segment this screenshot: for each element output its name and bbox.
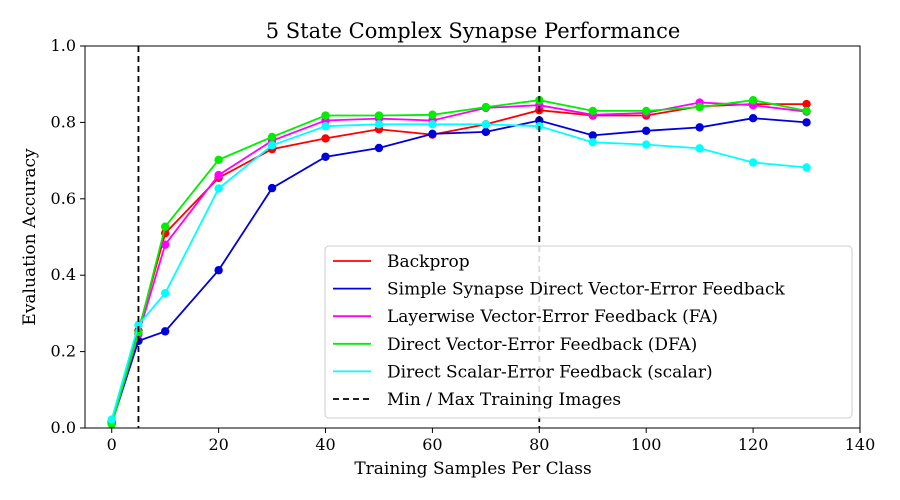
axes: 0 20 40 60 80 100 120 140 0.0 0.2 0.4 0.6 0.8 1.0: [51, 36, 876, 454]
series-2-point: [214, 266, 223, 275]
series-4-point: [321, 111, 330, 120]
series-5-point: [588, 138, 597, 147]
series-4-point: [428, 110, 437, 119]
y-tick-label: 1.0: [51, 36, 76, 55]
legend-label-1: Backprop: [387, 252, 470, 272]
series-4-point: [695, 102, 704, 112]
series-4-point: [588, 106, 597, 116]
series-4-point: [642, 106, 651, 116]
series-1-point: [321, 134, 330, 143]
x-tick-label: 80: [529, 435, 549, 454]
series-5-point: [134, 320, 143, 330]
x-tick-label: 100: [631, 435, 662, 454]
series-5-point: [428, 120, 437, 129]
legend-label-5: Direct Scalar-Error Feedback (scalar): [387, 362, 713, 382]
legend-box: [324, 245, 853, 419]
series-2-point: [428, 129, 437, 139]
series-5-point: [374, 120, 384, 129]
series-2-point: [695, 123, 704, 132]
y-tick-label: 0.4: [51, 265, 76, 284]
series-4-point: [267, 132, 277, 142]
x-tick-label: 60: [422, 435, 442, 454]
y-tick-label: 0.6: [51, 189, 76, 208]
series-2-point: [588, 131, 597, 140]
series-4-point: [160, 222, 170, 231]
y-tick-label: 0.2: [51, 342, 76, 361]
x-tick-label: 0: [107, 435, 117, 454]
series-5-point: [642, 140, 651, 149]
series-5-point: [748, 158, 758, 167]
x-tick-label: 20: [208, 435, 228, 454]
series-5-point: [695, 144, 704, 153]
series-2-point: [321, 152, 330, 161]
series-4-point: [748, 96, 758, 105]
x-tick-label: 120: [738, 435, 769, 454]
series-2-point: [160, 327, 170, 336]
plot-area: [107, 46, 811, 428]
series-4-point: [374, 111, 384, 120]
series-2-point: [802, 118, 811, 127]
series-5-point: [107, 415, 116, 424]
series-5-point: [160, 288, 170, 298]
series-2-point: [748, 113, 758, 123]
y-axis-label: Evaluation Accuracy: [20, 148, 40, 326]
x-tick-label: 40: [315, 435, 335, 454]
series-3-point: [160, 240, 170, 249]
y-tick-label: 0.8: [51, 112, 76, 131]
series-5-point: [321, 122, 330, 131]
chart-title: 5 State Complex Synapse Performance: [266, 19, 681, 43]
series-2-point: [267, 183, 277, 193]
series-2-point: [374, 143, 384, 153]
x-axis-label: Training Samples Per Class: [354, 459, 591, 479]
series-4-point: [214, 155, 223, 165]
series-5-point: [267, 141, 277, 150]
axes-frame: [84, 45, 861, 429]
series-3-point: [214, 170, 223, 180]
legend-label-6: Min / Max Training Images: [387, 390, 621, 410]
legend-label-3: Layerwise Vector-Error Feedback (FA): [387, 307, 718, 327]
series-4-point: [802, 106, 811, 116]
series-4-point: [481, 102, 491, 112]
series-5-point: [802, 163, 811, 172]
series-5-point: [214, 184, 223, 193]
legend: Backprop Simple Synapse Direct Vector-Err…: [324, 245, 853, 419]
series-2-point: [481, 127, 491, 137]
series-1-point: [802, 99, 811, 109]
y-tick-label: 0.0: [51, 418, 76, 437]
x-tick-label: 140: [845, 435, 876, 454]
legend-label-2: Simple Synapse Direct Vector-Error Feedb…: [387, 280, 785, 300]
series-2-point: [642, 126, 651, 136]
series-5-point: [481, 120, 491, 129]
legend-label-4: Direct Vector-Error Feedback (DFA): [387, 335, 697, 355]
